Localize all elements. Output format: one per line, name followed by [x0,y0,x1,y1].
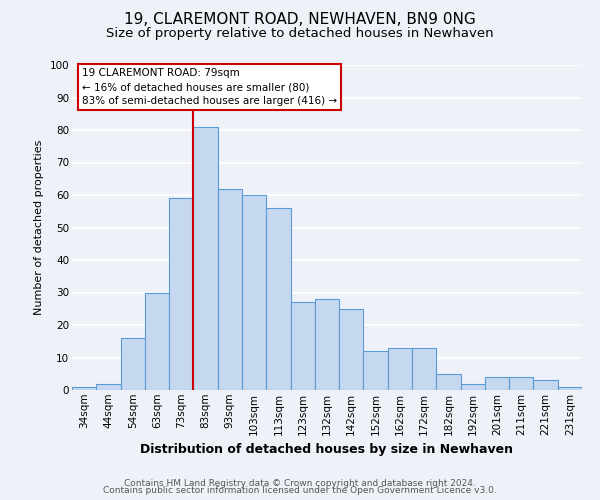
Bar [193,126,218,390]
Bar [533,380,558,390]
Bar [558,387,582,390]
Bar [412,348,436,390]
Bar [266,208,290,390]
Bar [509,377,533,390]
Text: Contains HM Land Registry data © Crown copyright and database right 2024.: Contains HM Land Registry data © Crown c… [124,478,476,488]
Text: Size of property relative to detached houses in Newhaven: Size of property relative to detached ho… [106,28,494,40]
X-axis label: Distribution of detached houses by size in Newhaven: Distribution of detached houses by size … [140,443,514,456]
Text: 19 CLAREMONT ROAD: 79sqm
← 16% of detached houses are smaller (80)
83% of semi-d: 19 CLAREMONT ROAD: 79sqm ← 16% of detach… [82,68,337,106]
Bar [315,299,339,390]
Bar [242,195,266,390]
Text: Contains public sector information licensed under the Open Government Licence v3: Contains public sector information licen… [103,486,497,495]
Bar [169,198,193,390]
Bar [290,302,315,390]
Bar [388,348,412,390]
Bar [339,308,364,390]
Bar [364,351,388,390]
Y-axis label: Number of detached properties: Number of detached properties [34,140,44,315]
Bar [72,387,96,390]
Bar [96,384,121,390]
Bar [485,377,509,390]
Bar [145,292,169,390]
Bar [218,188,242,390]
Text: 19, CLAREMONT ROAD, NEWHAVEN, BN9 0NG: 19, CLAREMONT ROAD, NEWHAVEN, BN9 0NG [124,12,476,28]
Bar [436,374,461,390]
Bar [461,384,485,390]
Bar [121,338,145,390]
